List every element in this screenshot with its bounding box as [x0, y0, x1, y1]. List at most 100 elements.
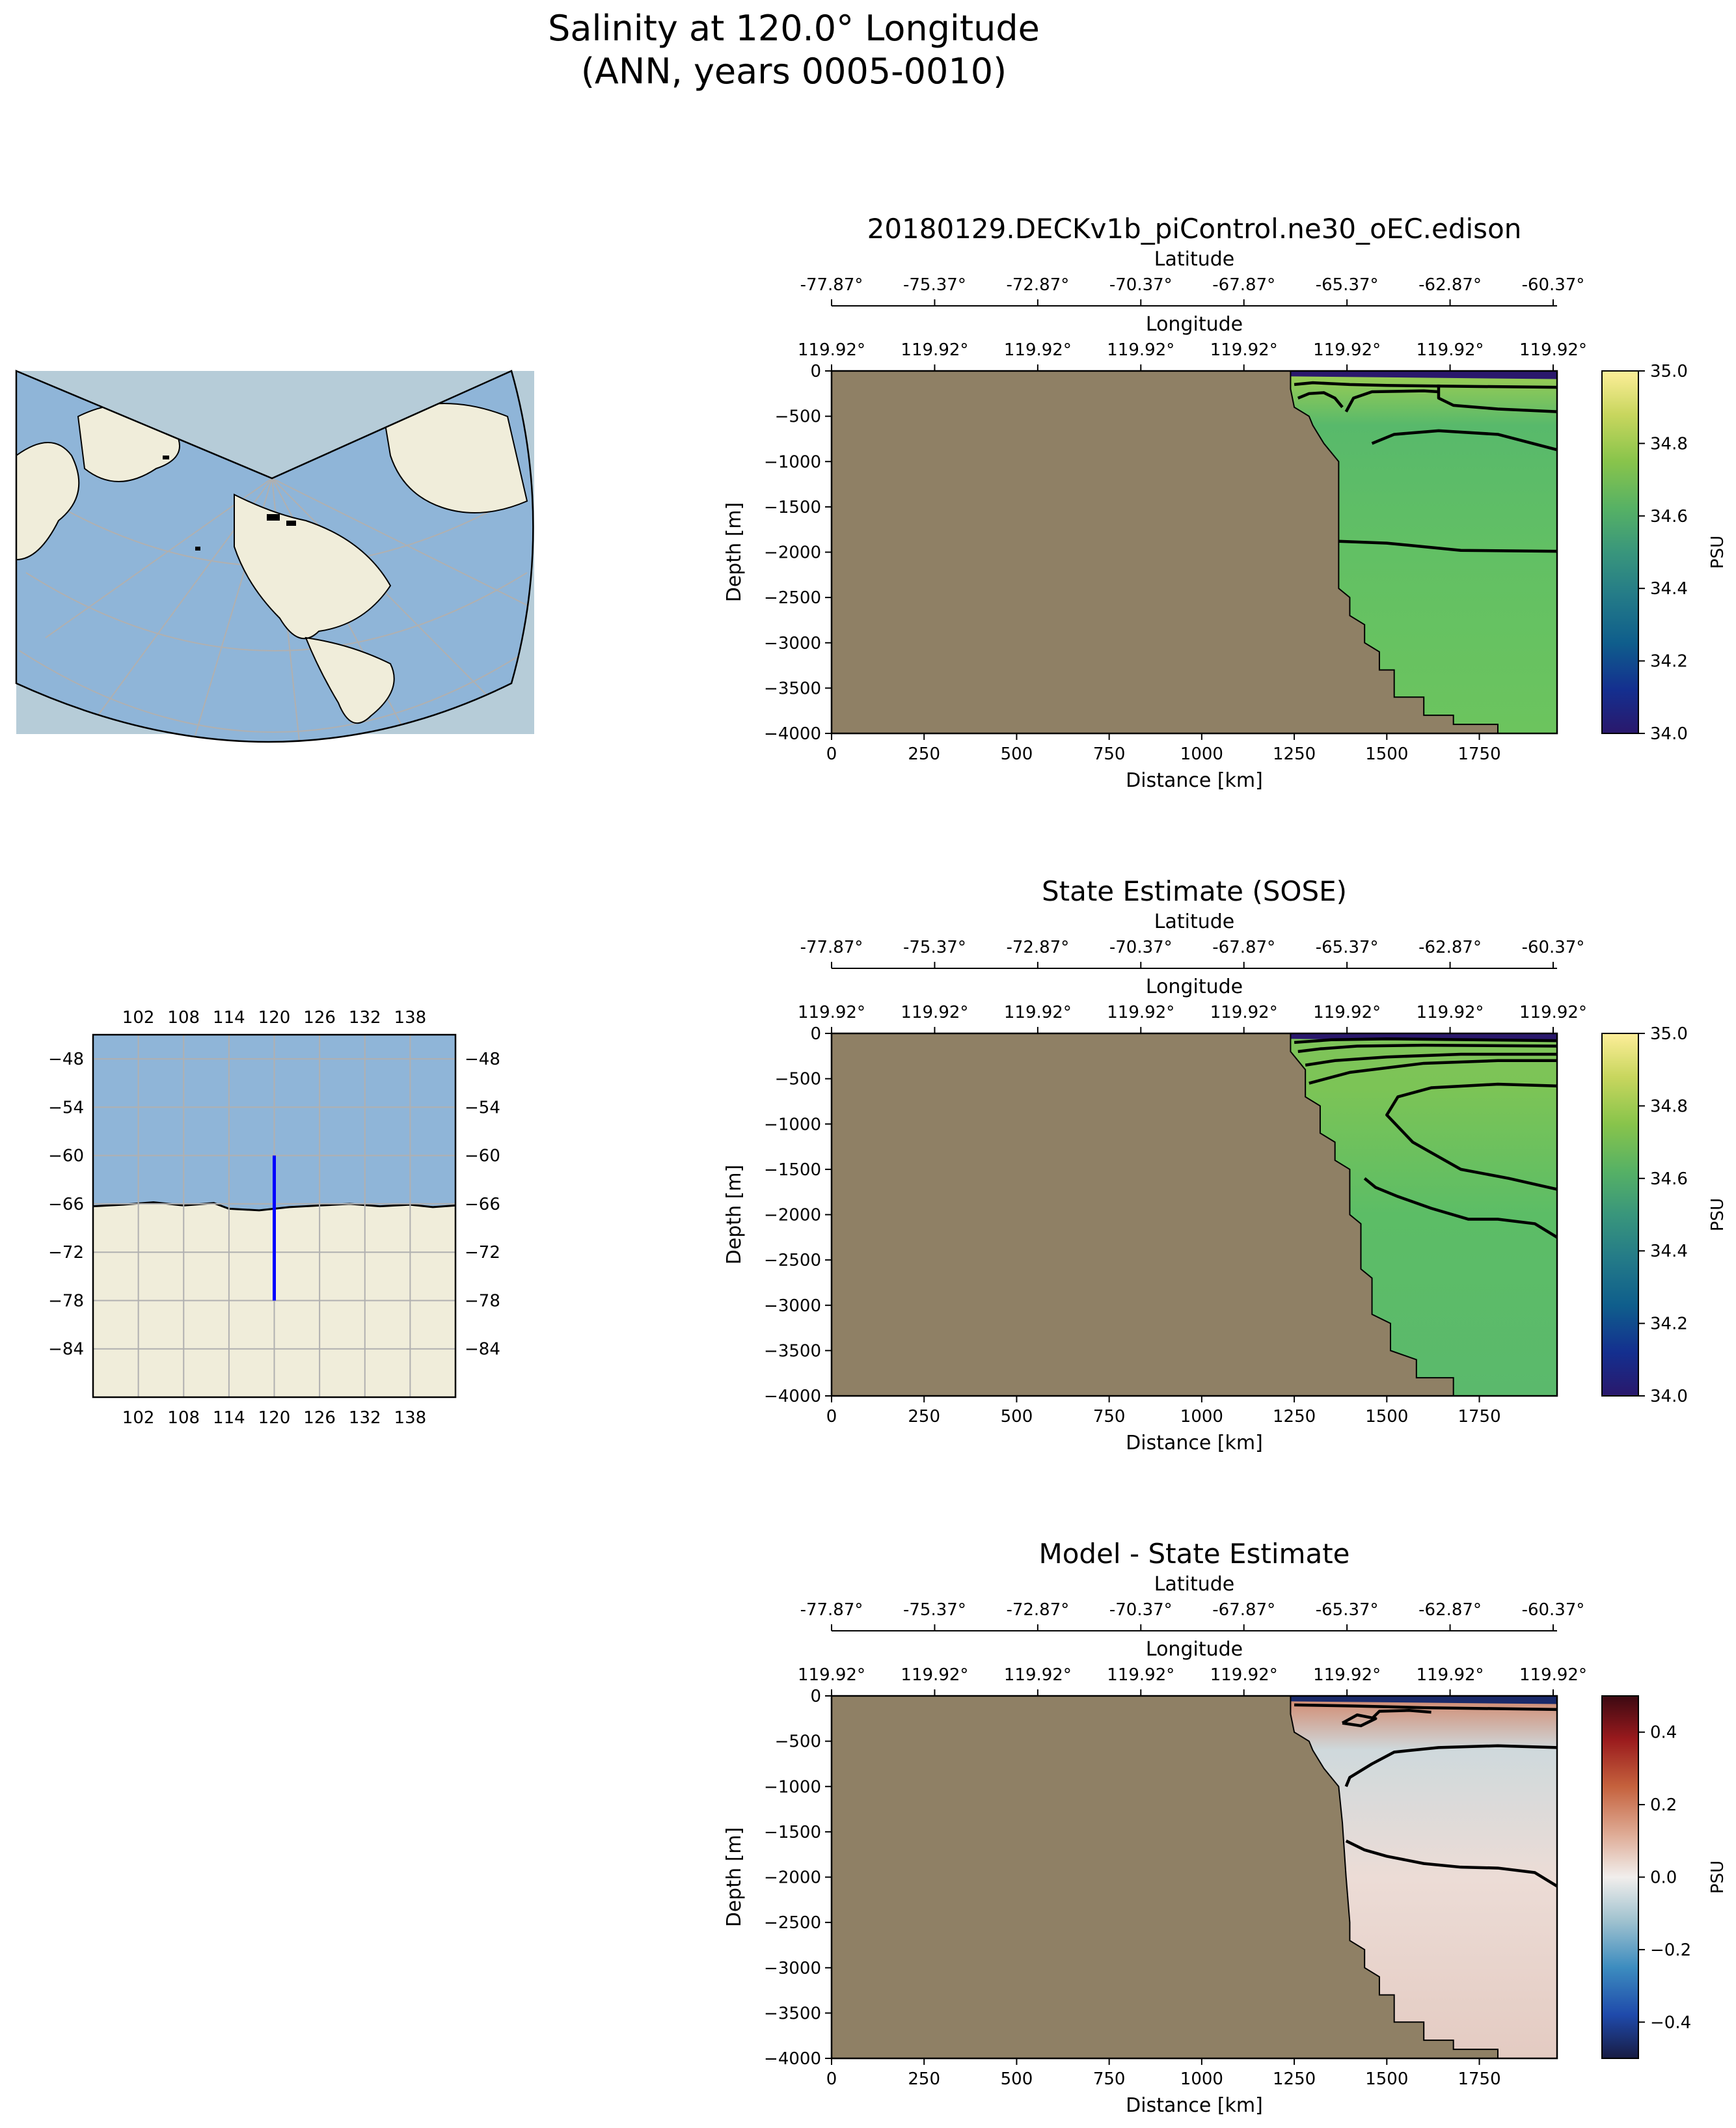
x-tick-label: 500: [1001, 1407, 1033, 1426]
longitude-tick-label: 119.92°: [1417, 1003, 1484, 1022]
longitude-tick-label: 119.92°: [1313, 340, 1381, 360]
y-tick-label: −2500: [764, 1251, 821, 1270]
x-tick-label: 250: [908, 1407, 940, 1426]
regional-map-y-tick-left: −84: [48, 1340, 84, 1359]
bathymetry-land: [831, 1695, 1499, 2059]
x-tick-label: 1250: [1273, 744, 1316, 764]
latitude-tick-label: -70.37°: [1109, 275, 1173, 295]
longitude-tick-label: 119.92°: [1210, 1665, 1278, 1685]
longitude-tick-label: 119.92°: [1313, 1003, 1381, 1022]
latitude-tick-label: -65.37°: [1316, 1600, 1379, 1620]
x-tick-label: 500: [1001, 2069, 1033, 2089]
latitude-tick-label: -77.87°: [800, 275, 863, 295]
regional-map-x-tick-top: 138: [394, 1008, 427, 1028]
polar-inset-map: [15, 370, 534, 743]
regional-map-x-tick-bottom: 114: [213, 1408, 245, 1428]
y-axis-label: Depth [m]: [723, 1827, 746, 1928]
latitude-tick-label: -60.37°: [1522, 1600, 1585, 1620]
longitude-tick-label: 119.92°: [1417, 340, 1484, 360]
longitude-tick-label: 119.92°: [798, 1003, 865, 1022]
longitude-tick-label: 119.92°: [1107, 1665, 1174, 1685]
x-tick-label: 0: [826, 744, 837, 764]
longitude-tick-label: 119.92°: [1004, 340, 1072, 360]
x-tick-label: 250: [908, 2069, 940, 2089]
colorbar: [1601, 370, 1639, 734]
y-tick-label: −2000: [764, 543, 821, 563]
y-axis-label: Depth [m]: [723, 502, 746, 603]
y-tick-label: 0: [810, 1024, 821, 1044]
x-tick-label: 1250: [1273, 2069, 1316, 2089]
regional-map-x-tick-top: 120: [258, 1008, 291, 1028]
regional-map-y-tick-right: −78: [465, 1291, 500, 1311]
regional-map-y-tick-right: −48: [465, 1050, 500, 1069]
y-tick-label: −2000: [764, 1868, 821, 1888]
x-tick-label: 750: [1093, 744, 1126, 764]
y-tick-label: 0: [810, 1687, 821, 1706]
x-tick-label: 0: [826, 2069, 837, 2089]
latitude-tick-label: -70.37°: [1109, 938, 1173, 957]
y-tick-label: −500: [775, 1070, 821, 1089]
longitude-tick-label: 119.92°: [1107, 340, 1174, 360]
y-tick-label: −1500: [764, 1823, 821, 1842]
longitude-tick-label: 119.92°: [901, 340, 968, 360]
x-tick-label: 1750: [1458, 744, 1500, 764]
regional-map-y-tick-left: −60: [48, 1147, 84, 1166]
latitude-tick-label: -72.87°: [1006, 1600, 1069, 1620]
longitude-tick-label: 119.92°: [1004, 1003, 1072, 1022]
colorbar-tick-label: 35.0: [1650, 1024, 1688, 1044]
regional-map-x-tick-bottom: 126: [303, 1408, 336, 1428]
contour-line: [1345, 1839, 1558, 1888]
x-axis-label: Distance [km]: [1126, 2094, 1263, 2117]
longitude-tick-label: 119.92°: [1519, 1665, 1587, 1685]
longitude-axis-label: Longitude: [1146, 313, 1243, 336]
contour-line: [1294, 381, 1558, 389]
regional-map-x-tick-bottom: 138: [394, 1408, 427, 1428]
contour-line: [1338, 539, 1558, 553]
contour-line: [1370, 1709, 1431, 1720]
colorbar-label: PSU: [1708, 1861, 1728, 1894]
longitude-tick-label: 119.92°: [1417, 1665, 1484, 1685]
y-tick-label: −4000: [764, 2049, 821, 2069]
regional-map-x-tick-top: 132: [349, 1008, 381, 1028]
contour-line: [1363, 1177, 1558, 1239]
contour-line: [1294, 1703, 1558, 1712]
contour-line: [1309, 1059, 1557, 1085]
x-axis-label: Distance [km]: [1126, 769, 1263, 792]
x-axis-label: Distance [km]: [1126, 1432, 1263, 1454]
longitude-axis-label: Longitude: [1146, 1638, 1243, 1661]
panel-title: 20180129.DECKv1b_piControl.ne30_oEC.edis…: [867, 213, 1522, 245]
latitude-tick-label: -62.87°: [1418, 1600, 1482, 1620]
panel-title: State Estimate (SOSE): [1042, 875, 1347, 907]
surface-layer: [1290, 371, 1557, 379]
regional-map-y-tick-right: −72: [465, 1243, 500, 1262]
x-tick-label: 1500: [1365, 1407, 1408, 1426]
y-tick-label: −2500: [764, 1913, 821, 1933]
longitude-tick-label: 119.92°: [901, 1665, 968, 1685]
x-tick-label: 500: [1001, 744, 1033, 764]
latitude-axis-label: Latitude: [1154, 1573, 1234, 1596]
regional-map-x-tick-bottom: 102: [122, 1408, 155, 1428]
section-panel-3: 0 250 500 750 1000 1250 1500 1750 Distance [km] 0…: [723, 1538, 1728, 2117]
latitude-tick-label: -77.87°: [800, 938, 863, 957]
y-tick-label: −3500: [764, 2004, 821, 2023]
latitude-tick-label: -72.87°: [1006, 938, 1069, 957]
latitude-tick-label: -67.87°: [1212, 938, 1275, 957]
x-tick-label: 250: [908, 744, 940, 764]
colorbar-label: PSU: [1708, 536, 1728, 569]
x-tick-label: 0: [826, 1407, 837, 1426]
regional-map-y-tick-left: −48: [48, 1050, 84, 1069]
y-tick-label: 0: [810, 362, 821, 381]
colorbar-tick-label: −0.2: [1650, 1941, 1691, 1960]
latitude-axis-label: Latitude: [1154, 248, 1234, 271]
colorbar-tick-label: 34.2: [1650, 1315, 1688, 1334]
contour-line: [1297, 1043, 1558, 1054]
latitude-tick-label: -62.87°: [1418, 938, 1482, 957]
longitude-tick-label: 119.92°: [1004, 1665, 1072, 1685]
y-tick-label: −1000: [764, 452, 821, 472]
polar-map-outline: [15, 370, 534, 743]
regional-map-x-tick-bottom: 108: [167, 1408, 200, 1428]
figure-title-line1: Salinity at 120.0° Longitude: [548, 8, 1040, 49]
x-tick-label: 1000: [1180, 1407, 1223, 1426]
x-tick-label: 1000: [1180, 744, 1223, 764]
